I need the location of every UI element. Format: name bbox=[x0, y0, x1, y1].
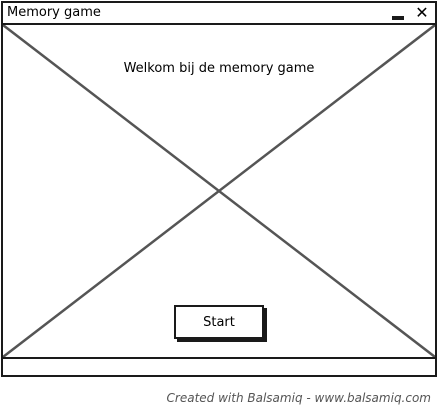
window-title: Memory game bbox=[7, 5, 101, 20]
footer-credit: Created with Balsamiq - www.balsamiq.com bbox=[166, 391, 431, 405]
status-bar bbox=[3, 357, 435, 375]
title-bar: Memory game ✕ bbox=[3, 3, 435, 25]
image-placeholder bbox=[3, 25, 435, 357]
close-icon[interactable]: ✕ bbox=[415, 3, 429, 22]
content-area: Welkom bij de memory game Start bbox=[3, 25, 435, 359]
start-button[interactable]: Start bbox=[174, 305, 264, 339]
app-window: Memory game ✕ Welkom bij de memory game … bbox=[1, 1, 437, 377]
minimize-icon[interactable] bbox=[391, 8, 405, 20]
welcome-text: Welkom bij de memory game bbox=[123, 61, 315, 76]
